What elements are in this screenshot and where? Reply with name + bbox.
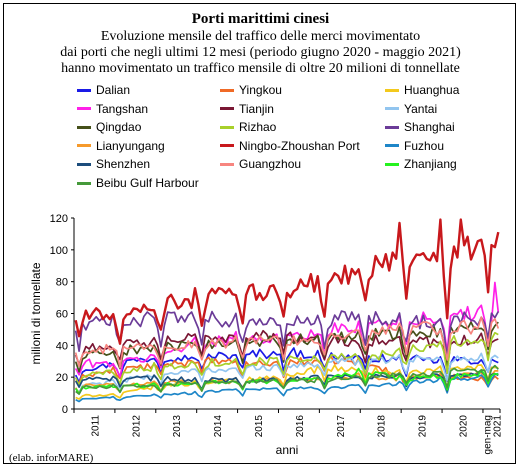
legend-swatch — [220, 107, 234, 111]
series-line — [75, 364, 499, 400]
legend-label: Shenzhen — [96, 157, 151, 172]
legend-item: Dalian — [77, 82, 130, 98]
y-tick-label: 40 — [56, 340, 68, 352]
legend-swatch — [385, 107, 399, 111]
legend-label: Tangshan — [96, 101, 149, 116]
legend-label: Zhanjiang — [404, 157, 457, 172]
legend-label: Qingdao — [96, 120, 142, 135]
series-line — [74, 331, 499, 386]
legend-item: Beibu Gulf Harbour — [77, 175, 199, 191]
legend-item: Fuzhou — [385, 138, 444, 154]
legend-label: Tianjin — [239, 101, 274, 116]
legend-swatch — [220, 88, 234, 92]
y-tick-label: 80 — [56, 277, 68, 289]
legend-item: Zhanjiang — [385, 156, 457, 172]
series-line — [75, 364, 499, 395]
x-tick-label: gen-mag — [482, 415, 493, 454]
credit-note: (elab. inforMARE) — [9, 452, 94, 464]
chart-title: Porti marittimi cinesi — [191, 11, 330, 27]
y-tick-label: 120 — [50, 213, 68, 225]
legend-label: Beibu Gulf Harbour — [96, 176, 199, 190]
legend-item: Yantai — [385, 101, 437, 117]
legend-swatch — [385, 88, 399, 92]
x-tick-label: 2019 — [418, 415, 429, 438]
x-tick-label: 2015 — [254, 415, 265, 438]
legend-swatch — [385, 144, 399, 148]
x-tick-label: 2017 — [336, 415, 347, 438]
x-tick-label: 2021 — [492, 415, 503, 438]
series-line — [74, 310, 500, 358]
x-tick-label: 2016 — [295, 415, 306, 438]
legend-label: Yingkou — [239, 83, 282, 97]
legend-item: Qingdao — [77, 119, 141, 135]
x-tick-label: 2020 — [459, 415, 470, 438]
series-line — [74, 316, 500, 369]
y-tick-label: 60 — [56, 309, 68, 321]
legend-swatch — [220, 162, 234, 166]
y-axis-title: milioni di tonnellate — [29, 262, 43, 364]
x-tick-label: 2013 — [172, 415, 183, 438]
legend-item: Shenzhen — [77, 156, 150, 172]
legend-swatch — [77, 162, 91, 166]
x-tick-label: 2018 — [377, 415, 388, 438]
legend-item: Yingkou — [220, 82, 282, 98]
line-chart: 0 20 40 60 80 100 120 2011 2012 2013 2014 2015 2016 2… — [29, 213, 503, 457]
legend-swatch — [220, 125, 234, 129]
legend-label: Lianyungang — [96, 138, 165, 153]
legend-label: Fuzhou — [404, 138, 445, 153]
x-tick-label: 2014 — [213, 415, 224, 438]
legend-swatch — [77, 125, 91, 129]
legend-item: Shanghai — [385, 119, 455, 135]
legend-item: Huanghua — [385, 82, 459, 98]
legend-item: Rizhao — [220, 119, 276, 135]
legend-label: Guangzhou — [239, 157, 302, 172]
subtitle-line-1: Evoluzione mensile del traffico delle me… — [100, 29, 421, 44]
legend-swatch — [385, 125, 399, 129]
legend-swatch — [77, 88, 91, 92]
legend-label: Huanghua — [404, 83, 460, 97]
series-line — [74, 218, 500, 345]
legend-swatch — [77, 144, 91, 148]
series-line — [75, 372, 499, 403]
chart-frame: Porti marittimi cinesi Evoluzione mensil… — [3, 3, 516, 464]
legend-item: Guangzhou — [220, 156, 301, 172]
legend-item: Tangshan — [77, 101, 148, 117]
legend-item: Tianjin — [220, 101, 274, 117]
legend-swatch — [220, 144, 234, 148]
subtitle-line-2: dai porti che negli ultimi 12 mesi (peri… — [60, 45, 461, 60]
y-tick-label: 100 — [50, 245, 68, 257]
y-tick-label: 20 — [56, 372, 68, 384]
x-axis-title: anni — [276, 443, 299, 457]
legend-label: Dalian — [96, 83, 131, 97]
x-tick-label: 2012 — [131, 415, 142, 438]
legend-item: Ningbo-Zhoushan Port — [220, 138, 360, 154]
x-tick-label: 2011 — [90, 415, 101, 437]
legend-swatch — [385, 162, 399, 166]
legend-swatch — [77, 181, 91, 185]
legend-label: Ningbo-Zhoushan Port — [239, 138, 360, 153]
legend-label: Shanghai — [404, 120, 455, 135]
legend-label: Rizhao — [239, 120, 277, 135]
subtitle-line-3: hanno movimentato un traffico mensile di… — [61, 61, 460, 76]
legend-label: Yantai — [404, 101, 438, 116]
legend-swatch — [77, 107, 91, 111]
legend-item: Lianyungang — [77, 138, 165, 154]
y-tick-label: 0 — [62, 404, 68, 416]
